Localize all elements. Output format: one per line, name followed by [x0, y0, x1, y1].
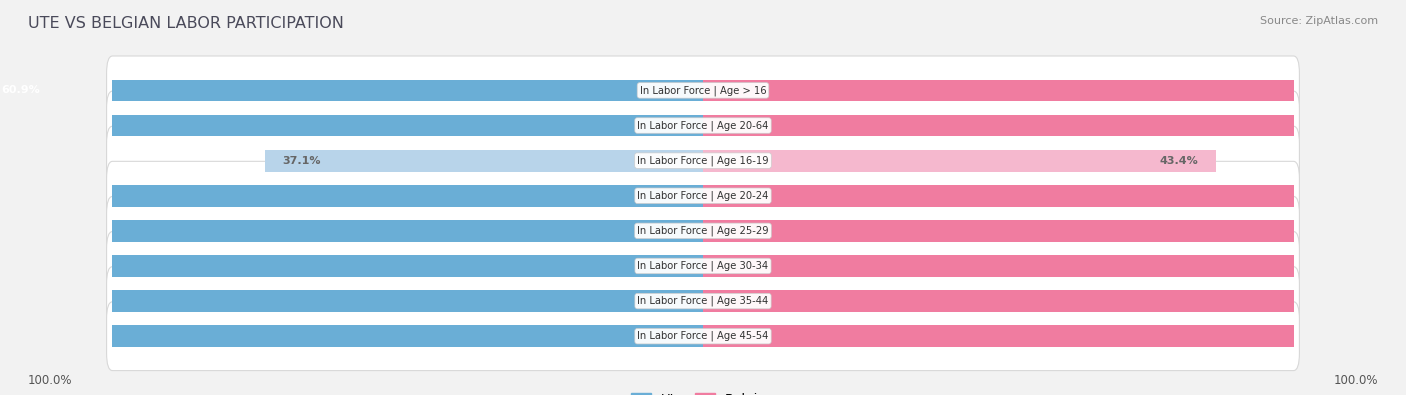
Text: In Labor Force | Age 35-44: In Labor Force | Age 35-44 — [637, 296, 769, 307]
FancyBboxPatch shape — [107, 56, 1299, 125]
Text: Source: ZipAtlas.com: Source: ZipAtlas.com — [1260, 16, 1378, 26]
Text: In Labor Force | Age > 16: In Labor Force | Age > 16 — [640, 85, 766, 96]
FancyBboxPatch shape — [107, 126, 1299, 195]
Text: In Labor Force | Age 20-64: In Labor Force | Age 20-64 — [637, 120, 769, 131]
Text: 60.9%: 60.9% — [1, 85, 41, 96]
Bar — [0, 325, 703, 347]
Bar — [703, 220, 1406, 242]
Text: In Labor Force | Age 30-34: In Labor Force | Age 30-34 — [637, 261, 769, 271]
FancyBboxPatch shape — [107, 302, 1299, 371]
FancyBboxPatch shape — [107, 196, 1299, 265]
Text: 100.0%: 100.0% — [1333, 374, 1378, 387]
Bar — [0, 290, 703, 312]
Text: 37.1%: 37.1% — [283, 156, 321, 166]
FancyBboxPatch shape — [107, 267, 1299, 335]
Bar — [0, 115, 703, 136]
Bar — [703, 115, 1406, 136]
Text: In Labor Force | Age 45-54: In Labor Force | Age 45-54 — [637, 331, 769, 341]
Bar — [0, 255, 703, 277]
Bar — [703, 185, 1406, 207]
FancyBboxPatch shape — [107, 91, 1299, 160]
Bar — [703, 79, 1406, 101]
Bar — [0, 220, 703, 242]
Bar — [264, 150, 703, 171]
FancyBboxPatch shape — [107, 231, 1299, 300]
Bar — [0, 79, 703, 101]
Legend: Ute, Belgian: Ute, Belgian — [626, 387, 780, 395]
Text: 100.0%: 100.0% — [28, 374, 73, 387]
FancyBboxPatch shape — [107, 161, 1299, 230]
Bar — [703, 325, 1406, 347]
Text: UTE VS BELGIAN LABOR PARTICIPATION: UTE VS BELGIAN LABOR PARTICIPATION — [28, 16, 344, 31]
Bar — [703, 150, 1216, 171]
Bar — [703, 255, 1406, 277]
Bar — [703, 290, 1406, 312]
Text: In Labor Force | Age 25-29: In Labor Force | Age 25-29 — [637, 226, 769, 236]
Text: In Labor Force | Age 16-19: In Labor Force | Age 16-19 — [637, 155, 769, 166]
Bar — [0, 185, 703, 207]
Text: 43.4%: 43.4% — [1159, 156, 1198, 166]
Text: In Labor Force | Age 20-24: In Labor Force | Age 20-24 — [637, 190, 769, 201]
